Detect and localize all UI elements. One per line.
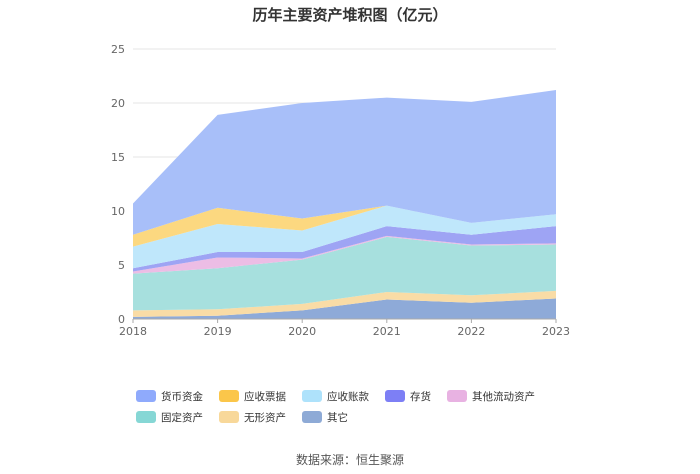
legend-label: 无形资产: [244, 411, 286, 424]
area-series-4[interactable]: [133, 226, 556, 272]
legend-label: 应收账款: [327, 390, 369, 403]
area-series-6[interactable]: [133, 205, 556, 247]
legend-label: 固定资产: [161, 411, 203, 424]
x-tick-label: 2021: [373, 325, 401, 338]
y-tick-label: 20: [111, 97, 125, 110]
legend-swatch: [302, 411, 322, 423]
legend-item[interactable]: 应收账款: [302, 388, 369, 404]
legend: 货币资金 应收票据 应收账款 存货 其他流动资产固定资产 无形资产 其它: [136, 388, 586, 425]
legend-item[interactable]: 其它: [302, 409, 348, 425]
x-tick-label: 2023: [542, 325, 570, 338]
area-series-0[interactable]: [133, 298, 556, 319]
y-tick-label: 10: [111, 205, 125, 218]
area-series-3[interactable]: [133, 235, 556, 274]
y-tick-label: 25: [111, 43, 125, 56]
chart-title: 历年主要资产堆积图（亿元）: [252, 6, 448, 24]
legend-item[interactable]: 存货: [385, 388, 431, 404]
legend-swatch: [219, 411, 239, 423]
area-series: [133, 90, 556, 319]
legend-swatch: [136, 411, 156, 423]
legend-swatch: [385, 390, 405, 402]
legend-label: 货币资金: [161, 390, 203, 403]
y-tick-label: 15: [111, 151, 125, 164]
legend-swatch: [447, 390, 467, 402]
legend-item[interactable]: 应收票据: [219, 388, 286, 404]
legend-label: 应收票据: [244, 390, 286, 403]
y-tick-label: 5: [118, 259, 125, 272]
legend-item[interactable]: 无形资产: [219, 409, 286, 425]
x-tick-label: 2020: [288, 325, 316, 338]
x-tick-label: 2018: [119, 325, 147, 338]
legend-item[interactable]: 货币资金: [136, 388, 203, 404]
legend-item[interactable]: 其他流动资产: [447, 388, 535, 404]
area-series-5[interactable]: [133, 205, 556, 269]
area-series-7[interactable]: [133, 90, 556, 235]
x-tick-label: 2019: [204, 325, 232, 338]
legend-swatch: [136, 390, 156, 402]
legend-swatch: [219, 390, 239, 402]
legend-item[interactable]: 固定资产: [136, 409, 203, 425]
legend-label: 其它: [327, 411, 348, 424]
x-tick-label: 2022: [457, 325, 485, 338]
area-series-1[interactable]: [133, 290, 556, 317]
legend-label: 其他流动资产: [472, 390, 535, 403]
legend-label: 存货: [410, 390, 431, 403]
axes: 0 5 10 15 20 25 2018 2019 2020 2021 2022 2023: [111, 43, 570, 338]
legend-swatch: [302, 390, 322, 402]
source-note: 数据来源：恒生聚源: [295, 453, 404, 467]
y-tick-label: 0: [118, 313, 125, 326]
area-series-2[interactable]: [133, 236, 556, 311]
